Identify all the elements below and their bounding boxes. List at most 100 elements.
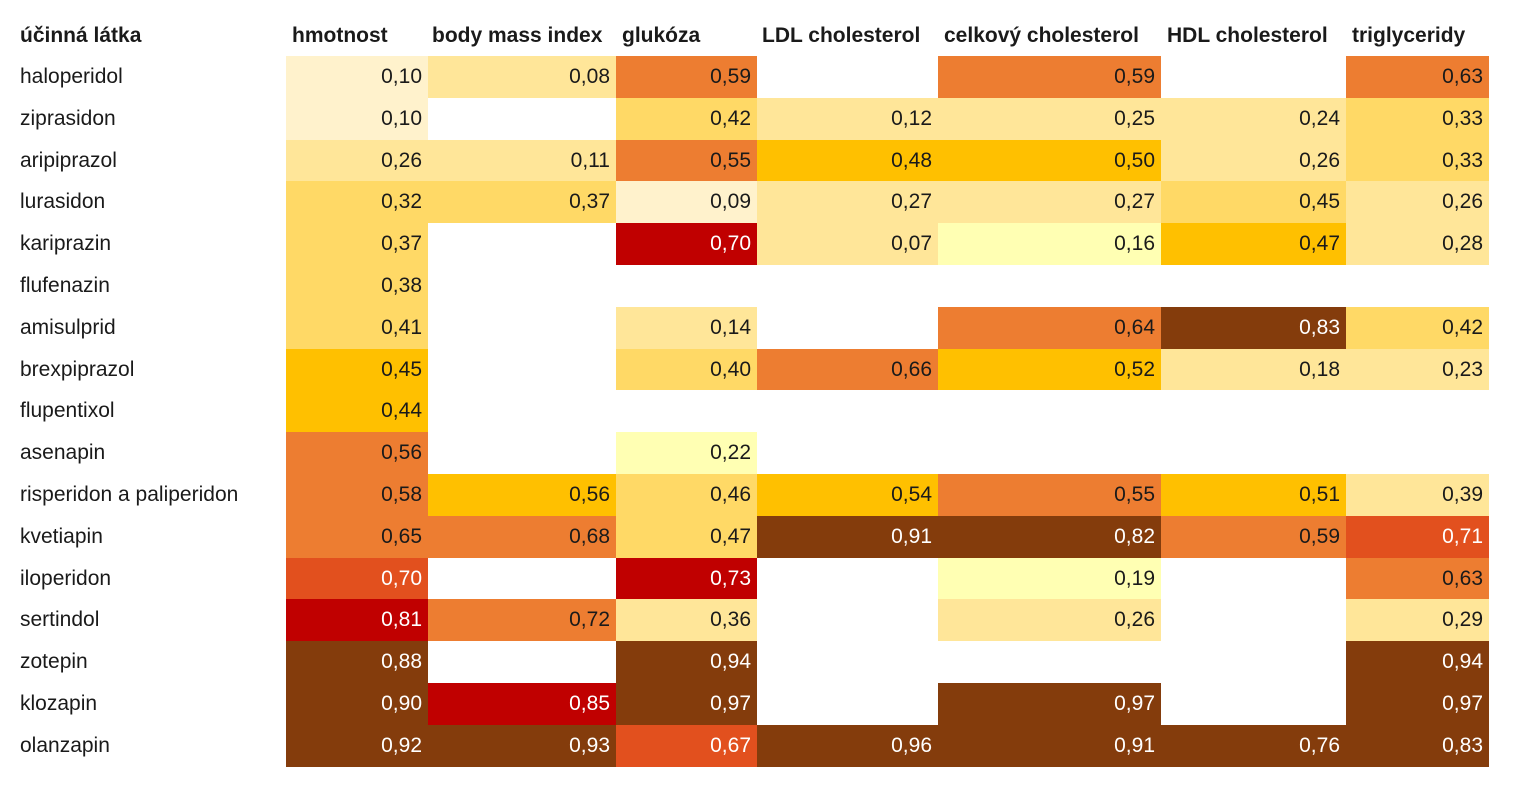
heatmap-cell: 0,81 xyxy=(286,599,428,642)
row-label: lurasidon xyxy=(20,190,106,214)
heatmap-cell: 0,73 xyxy=(616,557,757,600)
heatmap-cell: 0,56 xyxy=(428,474,616,516)
heatmap-cell: 0,33 xyxy=(1346,139,1489,182)
heatmap-cell: 0,28 xyxy=(1346,223,1489,265)
heatmap-cell: 0,24 xyxy=(1161,97,1346,140)
row-label: haloperidol xyxy=(20,65,123,88)
heatmap-cell: 0,55 xyxy=(938,474,1161,516)
heatmap-cell: 0,45 xyxy=(286,348,428,391)
heatmap-cell: 0,36 xyxy=(616,599,757,642)
heatmap-cell: 0,70 xyxy=(286,557,428,600)
row-label: klozapin xyxy=(20,692,98,715)
row-label: amisulprid xyxy=(20,315,116,339)
heatmap-cell: 0,92 xyxy=(286,724,428,767)
heatmap-cell: 0,41 xyxy=(286,306,428,349)
heatmap-cell: 0,47 xyxy=(616,515,757,558)
heatmap-cell: 0,29 xyxy=(1346,599,1489,642)
row-label: flufenazin xyxy=(20,274,110,297)
column-header: body mass index xyxy=(432,24,603,47)
heatmap-cell: 0,33 xyxy=(1346,97,1489,140)
heatmap-cell: 0,12 xyxy=(757,97,938,140)
heatmap-cell: 0,59 xyxy=(938,56,1161,98)
column-header: celkový cholesterol xyxy=(944,24,1139,47)
heatmap-cell: 0,97 xyxy=(616,683,757,725)
heatmap-cell: 0,22 xyxy=(616,432,757,474)
heatmap-cell: 0,19 xyxy=(938,557,1161,600)
heatmap-cell: 0,27 xyxy=(757,181,938,224)
row-label: asenapin xyxy=(20,441,106,465)
heatmap-cell: 0,55 xyxy=(616,139,757,182)
row-label: brexpiprazol xyxy=(20,357,135,381)
heatmap-cell: 0,93 xyxy=(428,724,616,767)
heatmap-cell: 0,09 xyxy=(616,181,757,224)
heatmap-cell: 0,83 xyxy=(1346,724,1489,767)
heatmap-cell: 0,51 xyxy=(1161,474,1346,516)
heatmap-cell: 0,82 xyxy=(938,515,1161,558)
heatmap-cell: 0,59 xyxy=(1161,515,1346,558)
heatmap-cell: 0,37 xyxy=(428,181,616,224)
heatmap-cell: 0,68 xyxy=(428,515,616,558)
heatmap-cell: 0,26 xyxy=(1161,139,1346,182)
heatmap-cell: 0,45 xyxy=(1161,181,1346,224)
heatmap-cell: 0,37 xyxy=(286,223,428,265)
heatmap-cell: 0,16 xyxy=(938,223,1161,265)
heatmap-cell: 0,94 xyxy=(1346,641,1489,683)
heatmap-cell: 0,58 xyxy=(286,474,428,516)
heatmap-cell: 0,26 xyxy=(938,599,1161,642)
heatmap-cell: 0,11 xyxy=(428,139,616,182)
heatmap-cell: 0,27 xyxy=(938,181,1161,224)
heatmap-cell: 0,67 xyxy=(616,724,757,767)
heatmap-cell: 0,83 xyxy=(1161,306,1346,349)
heatmap-cell: 0,46 xyxy=(616,474,757,516)
heatmap-cell: 0,07 xyxy=(757,223,938,265)
heatmap-cell: 0,26 xyxy=(1346,181,1489,224)
heatmap-cell: 0,70 xyxy=(616,223,757,265)
heatmap-cell: 0,42 xyxy=(1346,306,1489,349)
heatmap-cell: 0,52 xyxy=(938,348,1161,391)
heatmap-cell: 0,85 xyxy=(428,683,616,725)
heatmap-cell: 0,65 xyxy=(286,515,428,558)
heatmap-cell: 0,91 xyxy=(757,515,938,558)
heatmap-cell: 0,72 xyxy=(428,599,616,642)
column-header: LDL cholesterol xyxy=(762,24,921,47)
heatmap-cell: 0,97 xyxy=(1346,683,1489,725)
heatmap-cell: 0,10 xyxy=(286,97,428,140)
column-header: HDL cholesterol xyxy=(1167,24,1328,47)
heatmap-cell: 0,44 xyxy=(286,390,428,433)
heatmap-cell: 0,90 xyxy=(286,683,428,725)
heatmap-cell: 0,63 xyxy=(1346,557,1489,600)
heatmap-cell: 0,76 xyxy=(1161,724,1346,767)
column-header: hmotnost xyxy=(292,24,388,47)
heatmap-cell: 0,88 xyxy=(286,641,428,683)
heatmap-cell: 0,08 xyxy=(428,56,616,98)
heatmap-cell: 0,10 xyxy=(286,56,428,98)
heatmap-cell: 0,42 xyxy=(616,97,757,140)
heatmap-cell: 0,63 xyxy=(1346,56,1489,98)
heatmap-cell: 0,54 xyxy=(757,474,938,516)
row-label: kvetiapin xyxy=(20,524,103,548)
row-label: aripiprazol xyxy=(20,148,117,172)
heatmap-cell: 0,26 xyxy=(286,139,428,182)
heatmap-cell: 0,96 xyxy=(757,724,938,767)
heatmap-cell: 0,38 xyxy=(286,265,428,307)
row-label: ziprasidon xyxy=(20,106,116,130)
heatmap-cell: 0,48 xyxy=(757,139,938,182)
heatmap-cell: 0,50 xyxy=(938,139,1161,182)
heatmap-cell: 0,66 xyxy=(757,348,938,391)
heatmap-cell: 0,91 xyxy=(938,724,1161,767)
heatmap-cell: 0,32 xyxy=(286,181,428,224)
heatmap-cell: 0,56 xyxy=(286,432,428,474)
heatmap-cell: 0,23 xyxy=(1346,348,1489,391)
row-label: zotepin xyxy=(20,650,88,674)
heatmap-cell: 0,94 xyxy=(616,641,757,683)
row-label: kariprazin xyxy=(20,232,112,256)
heatmap-cell: 0,71 xyxy=(1346,515,1489,558)
heatmap-cell: 0,64 xyxy=(938,306,1161,349)
heatmap-cell: 0,14 xyxy=(616,306,757,349)
column-header: triglyceridy xyxy=(1352,24,1466,47)
heatmap-cell: 0,47 xyxy=(1161,223,1346,265)
row-label: risperidon a paliperidon xyxy=(20,483,239,506)
heatmap-cell: 0,39 xyxy=(1346,474,1489,516)
heatmap-cell: 0,18 xyxy=(1161,348,1346,391)
